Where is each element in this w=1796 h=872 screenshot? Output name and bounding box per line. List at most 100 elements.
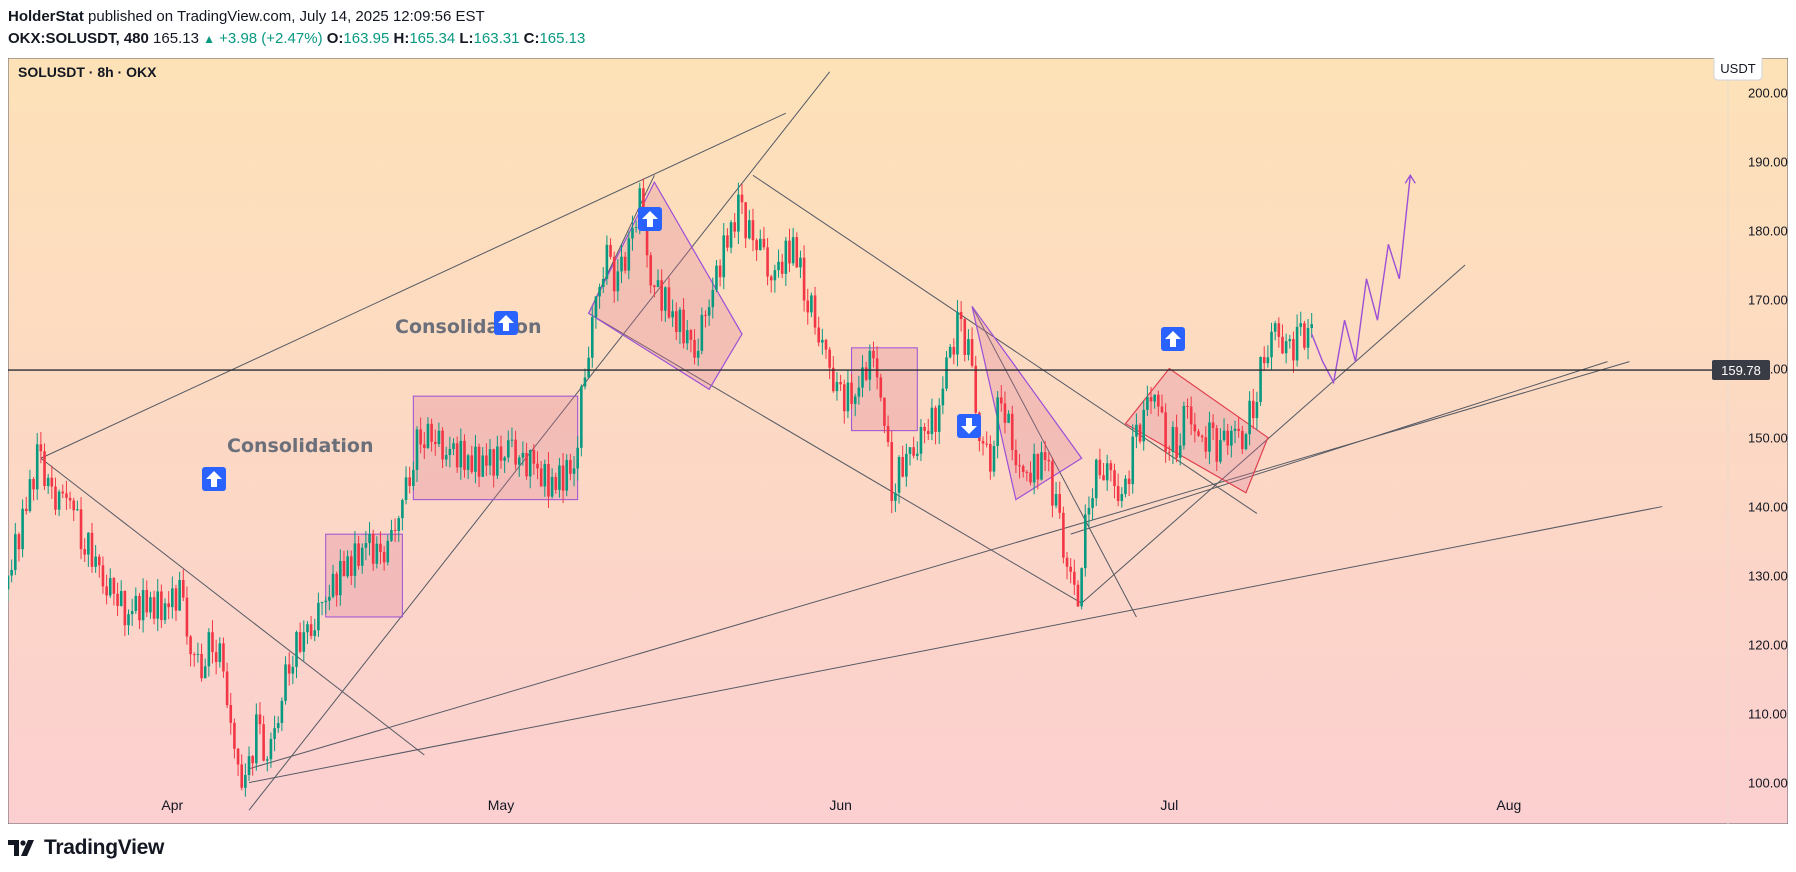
candle-body bbox=[35, 444, 39, 490]
candle-body bbox=[1200, 435, 1204, 438]
candle-body bbox=[802, 257, 806, 301]
candle-body bbox=[379, 543, 382, 552]
candle-body bbox=[1299, 323, 1303, 327]
candle-body bbox=[1091, 498, 1094, 508]
candle-body bbox=[1197, 431, 1200, 436]
candle-body bbox=[1131, 436, 1135, 485]
candle-body bbox=[689, 330, 693, 340]
candle-body bbox=[1244, 434, 1248, 450]
candle-body bbox=[207, 632, 211, 667]
candle-body bbox=[1208, 422, 1211, 452]
candle-body bbox=[1306, 328, 1310, 348]
candle-body bbox=[262, 724, 265, 761]
candle-body bbox=[1295, 326, 1299, 361]
candle-body bbox=[890, 442, 894, 501]
candle-body bbox=[1113, 470, 1116, 487]
currency-button[interactable] bbox=[1713, 58, 1763, 81]
candle-body bbox=[748, 220, 751, 239]
candle-body bbox=[832, 367, 835, 392]
x-tick-label: Apr bbox=[161, 797, 183, 813]
candle-body bbox=[335, 573, 338, 596]
candle-body bbox=[992, 446, 996, 472]
candle-body bbox=[897, 457, 901, 493]
candle-body bbox=[609, 244, 612, 257]
candle-body bbox=[1124, 478, 1127, 495]
candle-body bbox=[1273, 323, 1277, 332]
candle-body bbox=[1146, 397, 1149, 410]
tradingview-logo[interactable]: TradingView bbox=[8, 836, 164, 860]
candle-body bbox=[850, 382, 853, 404]
candle-body bbox=[645, 218, 649, 256]
candle-body bbox=[631, 227, 634, 239]
candle-body bbox=[141, 590, 145, 621]
candle-body bbox=[1230, 430, 1233, 446]
candle-body bbox=[412, 469, 415, 486]
tradingview-brand: TradingView bbox=[44, 836, 165, 859]
candle-body bbox=[1135, 424, 1138, 437]
candle-body bbox=[39, 444, 43, 452]
tradingview-logo-icon bbox=[8, 840, 34, 856]
candle-body bbox=[773, 270, 777, 281]
candle-body bbox=[952, 346, 956, 355]
candle-body bbox=[649, 255, 653, 286]
candle-body bbox=[550, 476, 554, 497]
candle-body bbox=[1237, 428, 1240, 431]
candle-body bbox=[317, 602, 320, 631]
y-tick-label: 190.00 bbox=[1748, 155, 1788, 170]
candle-body bbox=[320, 602, 324, 604]
candle-body bbox=[1043, 452, 1047, 460]
ohlc-bar: OKX:SOLUSDT, 480 165.13 ▲ +3.98 (+2.47%)… bbox=[8, 30, 585, 47]
candle-body bbox=[894, 492, 897, 501]
author-name[interactable]: HolderStat bbox=[8, 8, 84, 25]
candle-body bbox=[1251, 400, 1255, 419]
candle-body bbox=[1127, 478, 1131, 485]
symbol-label: OKX:SOLUSDT, 480 bbox=[8, 30, 149, 47]
candle-body bbox=[919, 426, 923, 454]
publish-info: HolderStat published on TradingView.com,… bbox=[8, 8, 485, 25]
consolidation-zone bbox=[325, 533, 403, 618]
candle-body bbox=[240, 764, 244, 788]
candle-body bbox=[499, 446, 503, 461]
candle-body bbox=[1157, 394, 1160, 407]
candle-body bbox=[1080, 568, 1083, 607]
candle-body bbox=[1073, 571, 1076, 585]
candle-body bbox=[963, 319, 967, 355]
candle-body bbox=[989, 443, 992, 472]
trend-line bbox=[248, 71, 831, 811]
candle-body bbox=[594, 296, 598, 318]
candle-body bbox=[360, 547, 364, 566]
candle-body bbox=[222, 643, 225, 672]
candle-body bbox=[671, 311, 674, 318]
candle-body bbox=[284, 664, 287, 701]
candle-body bbox=[1036, 453, 1040, 480]
candle-body bbox=[923, 426, 926, 431]
candle-body bbox=[795, 237, 799, 268]
currency-button-label[interactable]: USDT bbox=[1720, 61, 1755, 76]
candle-body bbox=[729, 222, 733, 248]
candle-body bbox=[941, 388, 945, 406]
candle-body bbox=[525, 452, 528, 477]
candle-body bbox=[769, 276, 773, 281]
candle-body bbox=[291, 666, 295, 674]
candle-body bbox=[236, 748, 240, 765]
candle-body bbox=[152, 597, 156, 619]
candle-body bbox=[642, 188, 645, 219]
candle-body bbox=[1175, 427, 1178, 458]
candle-body bbox=[824, 339, 828, 350]
up-triangle-icon: ▲ bbox=[203, 32, 215, 46]
candle-body bbox=[1277, 323, 1281, 337]
candle-body bbox=[437, 430, 441, 445]
consolidation-zone bbox=[412, 395, 579, 501]
candle-body bbox=[696, 350, 700, 358]
candle-body bbox=[269, 738, 273, 760]
candle-body bbox=[1010, 413, 1014, 450]
candle-body bbox=[229, 705, 233, 723]
candle-body bbox=[10, 569, 13, 576]
projection-path bbox=[1311, 175, 1411, 385]
candle-body bbox=[295, 632, 298, 667]
y-axis: 100.00110.00120.00130.00140.00150.00160.… bbox=[1748, 86, 1788, 791]
candle-body bbox=[912, 447, 915, 456]
candle-body bbox=[667, 287, 671, 318]
price-chart[interactable]: SOLUSDT · 8h · OKX USDT 100.00 110.00 120.… bbox=[8, 58, 1788, 824]
candle-body bbox=[528, 450, 532, 477]
